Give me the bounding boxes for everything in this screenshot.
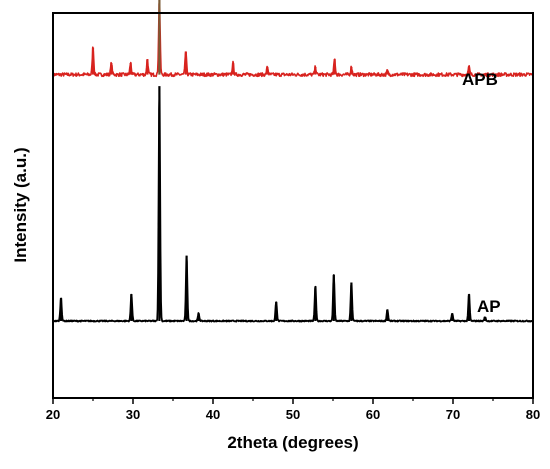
x-tick-label-70: 70 [446,407,460,422]
x-tick-label-30: 30 [126,407,140,422]
x-tick-label-40: 40 [206,407,220,422]
x-tick-label-20: 20 [46,407,60,422]
x-tick-label-60: 60 [366,407,380,422]
x-tick-label-50: 50 [286,407,300,422]
plot-layer [52,0,534,323]
series-label-ap: AP [477,297,501,316]
series-line-ap [52,91,534,323]
series-label-apb: APB [462,70,498,89]
tick-layer: 20 30 40 50 60 70 80 [46,398,540,422]
y-axis-label: Intensity (a.u.) [11,147,30,262]
x-axis-label: 2theta (degrees) [227,433,358,452]
series-line-apb [52,0,534,78]
x-tick-label-80: 80 [526,407,540,422]
plot-frame [52,12,534,399]
